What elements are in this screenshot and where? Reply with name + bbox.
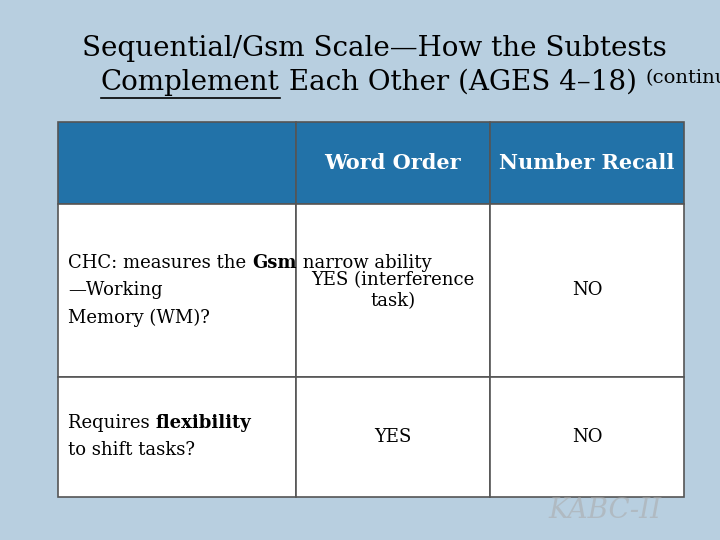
Text: Word Order: Word Order [325,153,461,173]
Text: Number Recall: Number Recall [499,153,675,173]
Text: NO: NO [572,281,602,299]
Text: narrow ability: narrow ability [297,254,431,272]
Text: KABC-II: KABC-II [548,497,662,524]
Text: CHC: measures the: CHC: measures the [68,254,252,272]
Text: —Working: —Working [68,281,163,299]
Text: flexibility: flexibility [156,414,251,432]
Text: YES: YES [374,428,411,445]
Text: Complement: Complement [101,69,279,96]
Text: (continued): (continued) [645,69,720,87]
Text: NO: NO [572,428,602,445]
Text: Sequential/Gsm Scale—How the Subtests: Sequential/Gsm Scale—How the Subtests [82,35,667,62]
Text: Requires: Requires [68,414,156,432]
Text: Each Other (AGES 4–18): Each Other (AGES 4–18) [279,69,645,96]
Text: Memory (WM)?: Memory (WM)? [68,308,210,327]
Text: YES (interference
task): YES (interference task) [311,271,474,310]
Text: Gsm: Gsm [252,254,297,272]
Text: to shift tasks?: to shift tasks? [68,441,195,459]
